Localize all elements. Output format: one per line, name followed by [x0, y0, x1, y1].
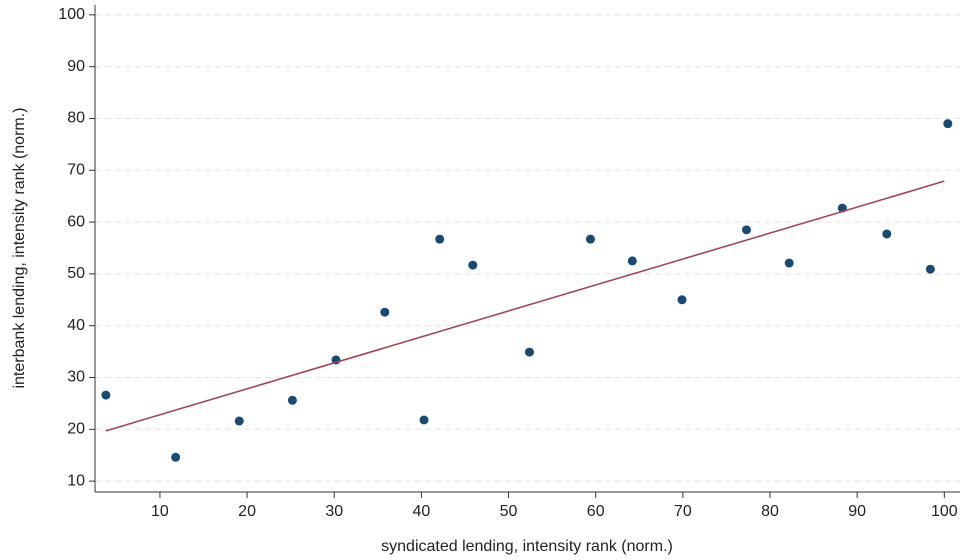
point — [419, 415, 429, 425]
y-tick-label: 40 — [67, 317, 85, 334]
y-tick-label: 50 — [67, 265, 85, 282]
point — [101, 390, 111, 400]
x-tick-label: 70 — [674, 503, 692, 520]
point — [435, 234, 445, 244]
point — [741, 225, 751, 235]
point — [925, 264, 935, 274]
point — [784, 258, 794, 268]
point — [585, 234, 595, 244]
x-tick-label: 90 — [848, 503, 866, 520]
point — [524, 347, 534, 357]
y-tick-label: 70 — [67, 161, 85, 178]
y-tick-label: 100 — [58, 6, 85, 23]
y-tick-label: 80 — [67, 110, 85, 127]
x-tick-label: 80 — [761, 503, 779, 520]
y-tick-label: 30 — [67, 369, 85, 386]
point — [380, 307, 390, 317]
y-axis-label: interbank lending, intensity rank (norm.… — [11, 107, 28, 388]
point — [627, 256, 637, 266]
point — [468, 260, 478, 270]
y-tick-label: 90 — [67, 58, 85, 75]
x-axis-label: syndicated lending, intensity rank (norm… — [381, 538, 673, 555]
x-tick-label: 30 — [325, 503, 343, 520]
x-tick-label: 20 — [238, 503, 256, 520]
x-tick-label: 40 — [412, 503, 430, 520]
point — [882, 229, 892, 239]
y-tick-label: 10 — [67, 472, 85, 489]
point — [234, 416, 244, 426]
x-tick-label: 50 — [500, 503, 518, 520]
point — [171, 452, 181, 462]
y-tick-label: 60 — [67, 213, 85, 230]
point — [287, 395, 297, 405]
fit-line — [105, 180, 945, 432]
x-tick-label: 100 — [931, 503, 958, 520]
x-tick-label: 10 — [151, 503, 169, 520]
y-tick-label: 20 — [67, 421, 85, 438]
x-tick-label: 60 — [587, 503, 605, 520]
point — [677, 295, 687, 305]
point — [943, 119, 953, 129]
